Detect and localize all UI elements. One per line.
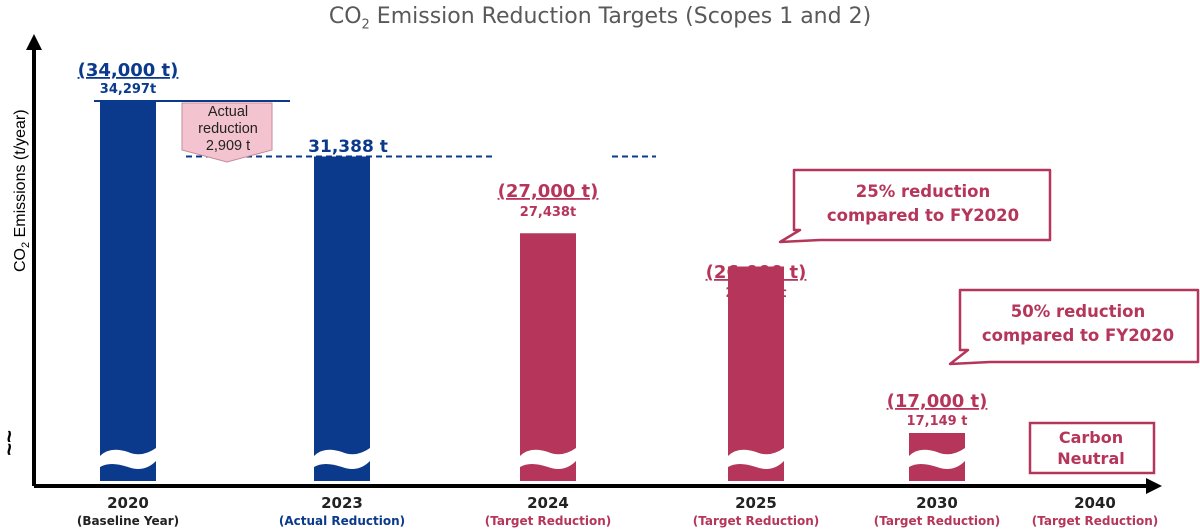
axis-break-icon: ~~ xyxy=(0,430,22,456)
x-tick-label-2025: 2025 xyxy=(735,494,777,512)
callout-25-text: 25% reduction compared to FY2020 xyxy=(826,182,1020,225)
target-label-2030: (17,000 t) xyxy=(887,391,988,412)
target-label-2020: (34,000 t) xyxy=(78,60,179,81)
bar-2024 xyxy=(520,233,576,481)
bar-2025 xyxy=(728,266,784,481)
x-tick-label-2030: 2030 xyxy=(916,494,958,512)
value-label-2020: 34,297t xyxy=(100,82,156,97)
actual-reduction-label: Actual reduction 2,909 t xyxy=(198,104,258,154)
callout-50-box xyxy=(948,288,1200,366)
value-label-2025: 25,723 t xyxy=(726,286,787,301)
x-tick-sublabel-2024: (Target Reduction) xyxy=(485,514,612,528)
x-axis-arrow xyxy=(1146,478,1162,494)
x-tick-label-2024: 2024 xyxy=(527,494,569,512)
x-tick-sublabel-2030: (Target Reduction) xyxy=(874,514,1001,528)
x-tick-sublabel-2020: (Baseline Year) xyxy=(77,514,179,528)
value-label-2024: 27,438t xyxy=(520,205,576,220)
x-tick-label-2040: 2040 xyxy=(1074,494,1116,512)
bar-2020 xyxy=(100,101,156,481)
x-tick-sublabel-2025: (Target Reduction) xyxy=(693,514,820,528)
carbon-neutral-box xyxy=(1028,421,1156,475)
callout-25-box xyxy=(778,168,1052,244)
y-axis-arrow xyxy=(26,34,42,50)
bar-2030 xyxy=(909,433,965,481)
value-label-2030: 17,149 t xyxy=(907,414,968,429)
actual-reduction-box xyxy=(181,102,273,163)
target-label-2024: (27,000 t) xyxy=(498,181,599,202)
x-tick-sublabel-2040: (Target Reduction) xyxy=(1032,514,1159,528)
x-tick-label-2023: 2023 xyxy=(321,494,363,512)
value-label-2023: 31,388 t xyxy=(308,137,388,157)
callout-50-text: 50% reduction compared to FY2020 xyxy=(981,302,1175,345)
x-tick-label-2020: 2020 xyxy=(107,494,149,512)
x-tick-sublabel-2023: (Actual Reduction) xyxy=(279,514,405,528)
carbon-neutral-label: Carbon Neutral xyxy=(1057,428,1125,468)
chart-title: CO2 Emission Reduction Targets (Scopes 1… xyxy=(328,4,872,33)
target-label-2025: (26,000 t) xyxy=(706,262,807,283)
bar-2023 xyxy=(314,156,370,482)
